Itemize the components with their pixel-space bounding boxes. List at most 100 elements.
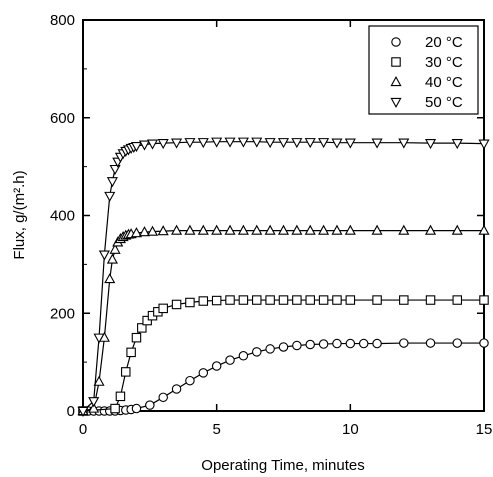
legend-label-30c: 30 °C — [425, 54, 463, 71]
data-point — [398, 138, 410, 149]
data-point — [278, 295, 289, 305]
data-point — [398, 224, 410, 235]
data-point — [158, 303, 168, 314]
data-point — [265, 344, 275, 354]
data-point — [104, 273, 116, 284]
data-point — [345, 338, 356, 349]
data-point — [237, 224, 249, 235]
x-tick-label: 0 — [79, 421, 87, 438]
series-line — [83, 342, 484, 412]
data-point — [424, 224, 437, 235]
legend-label-40c: 40 °C — [425, 74, 463, 91]
data-point — [146, 225, 159, 236]
data-point — [109, 243, 121, 254]
data-point — [425, 338, 436, 348]
y-tick-label: 600 — [50, 110, 75, 127]
data-point — [451, 139, 463, 150]
data-point — [88, 397, 100, 408]
data-point — [131, 403, 142, 414]
data-point — [224, 224, 236, 235]
data-point — [171, 224, 183, 235]
data-point — [157, 139, 169, 150]
data-point — [304, 138, 316, 149]
x-axis-title: Operating Time, minutes — [201, 457, 364, 474]
data-point — [131, 332, 142, 343]
data-point — [344, 224, 356, 235]
data-point — [452, 295, 463, 305]
data-point — [138, 226, 151, 237]
y-tick-label: 0 — [67, 403, 75, 420]
data-point — [142, 315, 152, 326]
data-point — [305, 339, 315, 350]
x-tick-label: 15 — [476, 421, 493, 438]
data-point — [478, 139, 490, 150]
data-point — [145, 400, 155, 410]
y-tick-label: 400 — [50, 208, 75, 225]
data-point — [238, 295, 249, 305]
data-point — [252, 347, 262, 357]
data-point — [399, 295, 409, 305]
data-point — [225, 355, 235, 365]
data-point — [332, 338, 342, 349]
data-point — [237, 137, 249, 148]
data-point — [158, 392, 168, 403]
legend-marker — [391, 37, 401, 47]
data-point — [130, 227, 143, 238]
data-point — [138, 140, 151, 151]
data-point — [304, 224, 316, 235]
data-point — [264, 224, 276, 235]
data-point — [371, 138, 383, 149]
data-point — [291, 224, 303, 235]
data-point — [130, 141, 143, 153]
data-point — [137, 323, 147, 333]
data-point — [185, 297, 195, 308]
data-point — [126, 347, 136, 358]
data-point — [371, 224, 383, 235]
data-point — [104, 191, 116, 202]
series-0 — [78, 338, 489, 416]
x-tick-label: 10 — [342, 421, 359, 438]
series-1 — [78, 295, 489, 416]
data-point — [331, 224, 343, 235]
legend-marker — [390, 97, 402, 108]
data-point — [478, 224, 490, 235]
data-point — [331, 138, 343, 149]
x-tick-label: 5 — [212, 421, 220, 438]
data-point — [171, 299, 182, 310]
data-point — [452, 338, 463, 348]
legend-label-50c: 50 °C — [425, 94, 463, 111]
data-point — [184, 138, 196, 149]
data-point — [251, 224, 263, 235]
data-point — [146, 139, 159, 150]
data-point — [93, 333, 105, 344]
data-point — [318, 138, 330, 149]
y-axis-title: Flux, g/(m².h) — [11, 170, 28, 259]
data-point — [265, 295, 275, 305]
series-layer — [77, 137, 490, 417]
data-point — [224, 137, 236, 148]
series-3 — [77, 137, 490, 417]
data-point — [171, 138, 183, 149]
data-point — [318, 295, 329, 305]
legend-label-20c: 20 °C — [425, 34, 463, 51]
data-point — [399, 338, 409, 348]
data-point — [157, 225, 169, 236]
data-point — [197, 138, 209, 149]
data-point — [424, 139, 437, 150]
data-point — [77, 406, 89, 417]
data-point — [197, 224, 209, 235]
legend-marker — [391, 57, 401, 67]
data-point — [292, 295, 302, 305]
data-point — [198, 296, 209, 306]
data-point — [171, 384, 182, 394]
data-point — [185, 375, 195, 386]
data-point — [479, 295, 489, 305]
data-point — [318, 339, 329, 349]
data-point — [211, 361, 222, 371]
data-point — [451, 224, 463, 235]
data-point — [358, 338, 369, 349]
data-point — [98, 250, 110, 261]
data-point — [198, 368, 209, 378]
data-point — [277, 138, 290, 149]
